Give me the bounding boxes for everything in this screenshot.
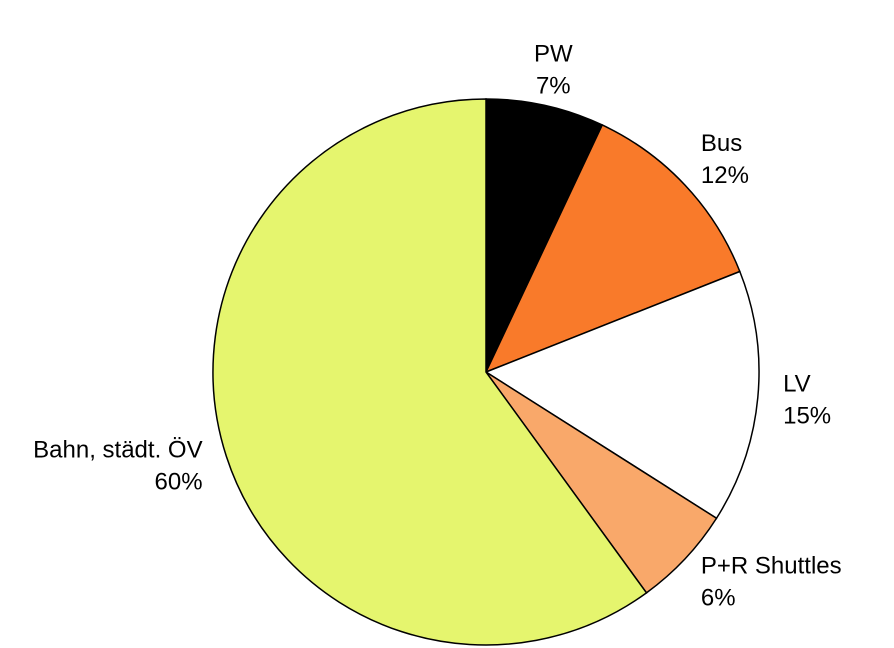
slice-label: Bahn, städt. ÖV [33, 437, 202, 464]
slice-label: PW [534, 40, 573, 67]
slice-value-label: 12% [701, 162, 749, 189]
pie-slice [212, 98, 648, 646]
slice-value-label: 15% [783, 402, 831, 429]
slice-value-label: 6% [701, 585, 736, 612]
slice-label: P+R Shuttles [701, 553, 842, 580]
pie-slice [485, 98, 604, 373]
slice-value-label: 7% [536, 72, 571, 99]
slice-value-label: 60% [155, 469, 203, 496]
pie-slice [484, 270, 760, 520]
slice-label: LV [783, 370, 811, 397]
slice-label: Bus [701, 130, 742, 157]
pie-slice [484, 123, 741, 374]
